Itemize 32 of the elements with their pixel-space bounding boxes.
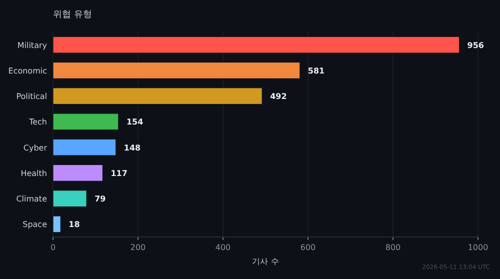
bar — [52, 88, 262, 105]
bar — [52, 190, 87, 208]
y-tick-label: Economic — [8, 66, 47, 76]
bar — [52, 138, 116, 156]
y-tick-label: Tech — [28, 118, 47, 127]
data-label: 79 — [94, 194, 106, 204]
chart-title: 위협 유형 — [53, 10, 92, 20]
data-label: 18 — [68, 220, 80, 230]
y-tick-label: Military — [17, 40, 48, 50]
x-tick-label: 400 — [215, 243, 231, 252]
bar — [52, 113, 119, 130]
bar — [52, 164, 104, 182]
data-label: 492 — [270, 92, 287, 102]
y-tick-label: Cyber — [23, 143, 48, 152]
data-label: 117 — [110, 168, 128, 178]
data-label: 581 — [308, 66, 326, 76]
bar — [52, 62, 300, 79]
data-label: 154 — [126, 118, 144, 127]
bar — [52, 216, 61, 233]
bar — [52, 36, 460, 54]
x-tick-label: 0 — [50, 243, 56, 252]
data-label: 956 — [467, 40, 484, 50]
x-tick-label: 1000 — [468, 243, 488, 252]
x-axis-title: 기사 수 — [252, 257, 279, 266]
y-tick-label: Climate — [16, 194, 48, 204]
data-label: 148 — [124, 143, 142, 152]
x-tick-label: 600 — [300, 243, 316, 252]
y-tick-label: Political — [16, 92, 47, 102]
x-tick-label: 200 — [130, 243, 146, 252]
y-tick-label: Health — [20, 168, 47, 178]
x-tick-label: 800 — [385, 243, 401, 252]
y-tick-label: Space — [22, 220, 48, 230]
